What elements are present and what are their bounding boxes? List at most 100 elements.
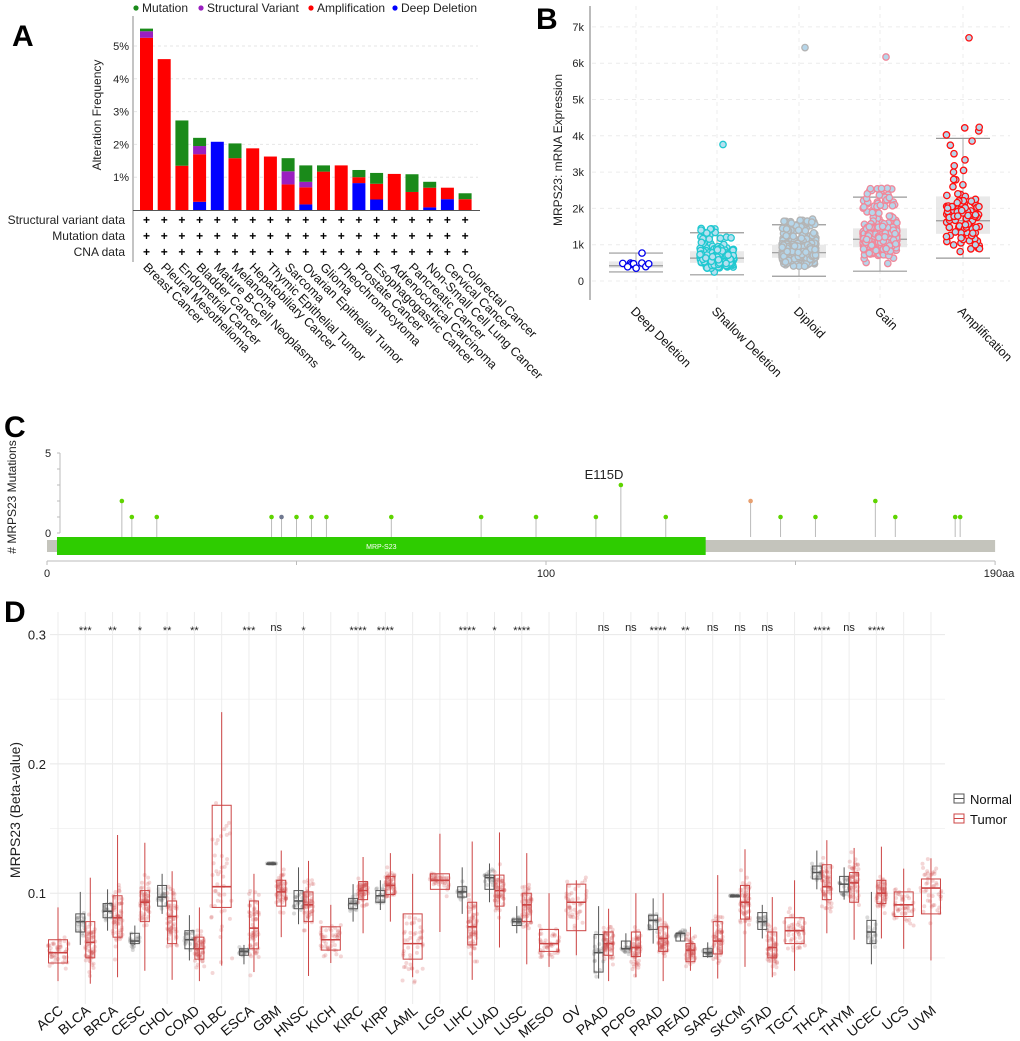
sample-point [527,908,532,913]
sample-point [309,878,314,883]
data-row-marker: + [408,229,415,243]
sample-point [575,896,580,901]
sample-point [466,892,471,897]
sample-point [526,926,531,931]
y-tick-label: 4% [113,74,129,86]
sample-point [279,892,284,897]
sample-point [949,241,958,249]
sample-point [797,234,806,243]
sample-point [224,832,229,837]
y-tick-label: 0 [45,528,51,540]
sample-point [364,883,369,888]
sample-point [51,941,56,946]
data-row-marker: + [143,245,150,259]
domain-label: MRP-S23 [366,544,396,551]
sample-point [713,955,718,960]
data-row-marker: + [320,213,327,227]
y-tick-label: 3% [113,107,129,119]
sample-point [565,879,570,884]
bar-segment-mutation [193,137,207,147]
sample-point [573,886,578,891]
sample-point [91,961,96,966]
sample-point [353,892,358,897]
sample-point [569,914,574,919]
sample-point [221,874,226,879]
sample-point [435,874,440,879]
sample-point [470,939,475,944]
sample-point [171,895,176,900]
sample-point [469,905,474,910]
sample-point [144,906,149,911]
sample-point [219,909,224,914]
sample-point [222,908,227,913]
data-row-marker: + [373,213,380,227]
sample-point [405,938,410,943]
sample-point [117,888,122,893]
sample-point [384,888,389,893]
sample-point [141,917,146,922]
sample-point [175,943,180,948]
sample-point [249,954,254,959]
sample-point [198,939,203,944]
sample-point [308,910,313,915]
sample-point [117,889,122,894]
sample-point [659,922,664,927]
sample-point [930,893,935,898]
sample-point [230,956,235,961]
sample-point [442,883,447,888]
sample-point [78,929,83,934]
sample-point [499,891,504,896]
sample-point [145,882,150,887]
sample-point [334,932,339,937]
lollipop-head [952,514,958,520]
sample-point [102,903,107,908]
sample-point [873,932,878,937]
data-row-marker: + [231,213,238,227]
sample-point [416,938,421,943]
sample-point [361,892,366,897]
sample-point [90,933,95,938]
sample-point [297,892,302,897]
sample-point [527,910,532,915]
sample-point [251,930,256,935]
sample-point [911,923,916,928]
data-row-marker: + [355,245,362,259]
sample-point [328,926,333,931]
sample-point [772,958,777,963]
domain-mrp-s23 [56,537,706,555]
sample-point [113,904,118,909]
data-row-marker: + [444,213,451,227]
sample-point [472,930,477,935]
sample-point [277,899,282,904]
sample-point [438,875,443,880]
sample-point [689,951,694,956]
sample-point [957,206,966,215]
sample-point [222,892,227,897]
sample-point [788,938,793,943]
sample-point [114,930,119,935]
data-row-marker: + [320,245,327,259]
sample-point [253,934,258,939]
bar-segment-amplification [352,177,366,184]
sample-point [87,912,92,917]
sample-point [200,959,205,964]
sample-point [360,884,365,889]
sample-point [785,946,790,951]
sample-point [115,921,120,926]
sample-point [143,891,148,896]
sample-point [190,931,195,936]
sample-point [113,925,118,930]
sample-point [467,926,472,931]
sample-point [55,947,60,952]
sample-point [545,945,550,950]
sample-point [318,920,323,925]
sample-point [823,906,828,911]
sample-point [250,922,255,927]
sample-point [660,942,665,947]
sample-point [88,930,93,935]
legend-dot [308,5,314,11]
sample-point [875,209,883,217]
sample-point [520,885,525,890]
sample-point [418,925,423,930]
data-row-marker: + [338,229,345,243]
